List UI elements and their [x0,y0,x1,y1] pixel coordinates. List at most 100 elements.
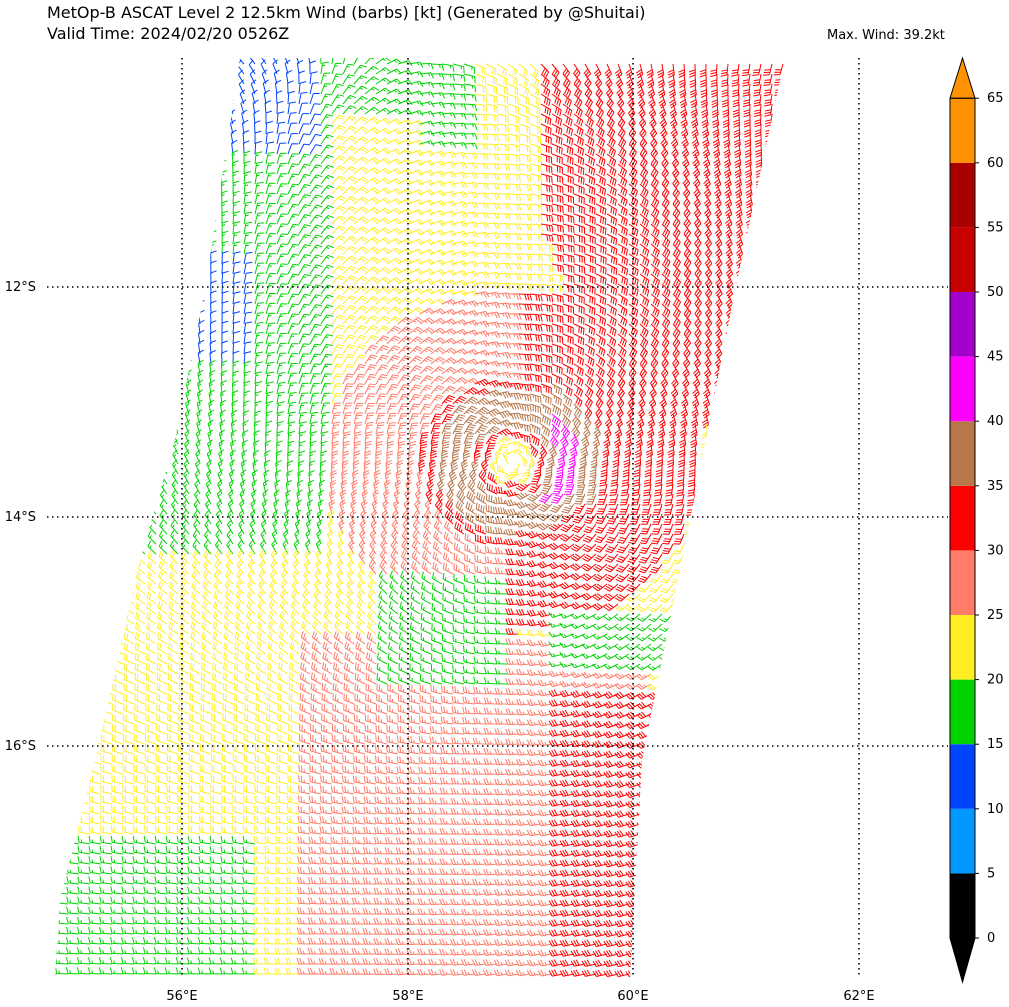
wind-barb [364,305,379,315]
wind-barb [669,663,685,671]
wind-barb [659,383,668,399]
wind-barb [59,360,69,375]
wind-barb [163,259,169,275]
wind-barb [715,303,723,319]
wind-barb [757,683,773,692]
wind-barb [209,189,216,205]
wind-barb [100,754,113,765]
wind-barb [485,504,498,515]
wind-barb [639,353,648,369]
wind-barb [496,183,511,191]
wind-barb [756,243,764,259]
wind-barb [616,403,624,419]
wind-barb [102,541,113,555]
wind-barb [247,580,256,595]
wind-barb [101,632,113,645]
wind-barb [551,63,560,79]
wind-barb [375,374,388,385]
wind-barb [91,551,102,565]
wind-barb [298,303,311,315]
wind-barb [781,593,785,604]
wind-barb [593,543,608,553]
wind-barb [254,212,265,225]
wind-barb [158,550,168,565]
wind-barb [288,682,300,695]
wind-barb [756,193,764,209]
wind-barb [353,315,368,325]
wind-barb [540,483,553,495]
wind-barb [551,263,565,273]
wind-barb [741,493,751,506]
wind-barb [360,499,368,515]
wind-barb [150,199,157,215]
wind-barb [474,433,487,445]
wind-barb [342,373,354,385]
wind-barb [565,473,575,487]
wind-barb [419,705,432,715]
wind-barb [320,304,334,315]
wind-barb [212,652,223,665]
wind-barb [138,169,146,185]
wind-barb [464,522,476,535]
wind-barb [285,69,293,85]
wind-barb [69,531,80,545]
wind-barb [446,489,454,505]
wind-barb [496,163,511,171]
wind-barb [69,171,80,185]
wind-barb [704,283,713,299]
wind-barb [368,570,377,585]
wind-barb [163,269,169,285]
wind-barb [711,453,718,468]
wind-barb [724,781,740,790]
wind-barb [694,303,702,319]
wind-barb [67,724,80,735]
wind-barb [473,450,481,465]
wind-barb [173,409,179,425]
wind-barb [259,58,267,65]
wind-barb [81,210,91,225]
wind-barb [339,489,347,505]
wind-barb [442,562,454,575]
wind-barb [298,764,311,775]
wind-barb [229,449,236,465]
wind-barb [647,751,663,759]
wind-barb [756,233,764,249]
wind-barb [364,127,380,135]
wind-barb [57,63,69,75]
wind-barb [173,189,180,205]
wind-barb [704,353,712,369]
wind-barb [357,569,366,585]
wind-barb [584,193,596,205]
wind-barb [114,130,124,145]
wind-barb [408,355,423,365]
wind-barb [156,683,168,695]
wind-barb [299,682,311,695]
wind-barb [340,479,348,495]
wind-barb [134,734,146,745]
wind-barb [639,283,650,297]
wind-barb [735,762,751,770]
wind-barb [57,653,69,665]
wind-barb [375,137,391,145]
wind-barb [237,69,245,85]
wind-barb [756,223,764,239]
wind-barb [724,353,733,369]
wind-barb [443,541,454,555]
wind-barb [309,383,320,395]
wind-barb [139,389,146,405]
wind-barb [703,613,718,623]
wind-barb [744,163,753,179]
wind-barb [702,693,718,701]
wind-barb [364,177,380,185]
wind-barb [659,623,674,633]
wind-barb [727,563,740,575]
wind-barb [658,692,674,701]
wind-barb [353,266,368,275]
wind-barb [441,366,457,375]
wind-barb [246,590,256,605]
wind-barb [116,239,124,255]
wind-barb [713,781,729,790]
wind-barb [788,244,794,257]
wind-barb [365,683,377,695]
wind-barb [125,500,135,515]
